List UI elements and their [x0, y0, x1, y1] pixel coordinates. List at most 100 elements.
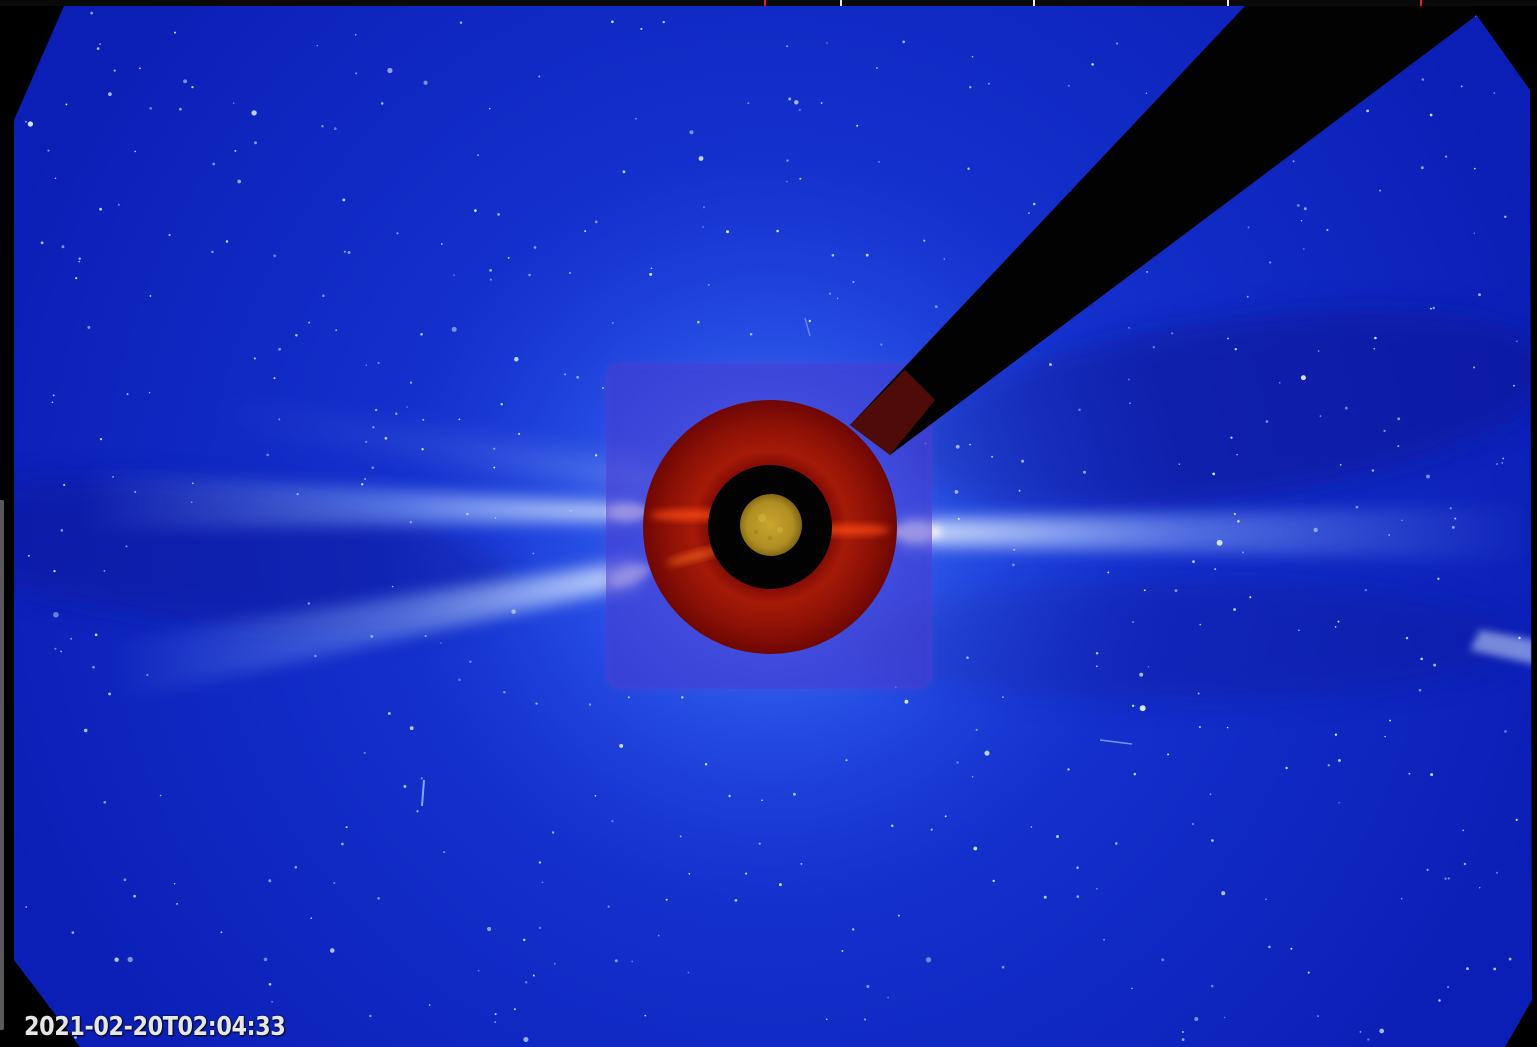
- star: [524, 981, 528, 984]
- star: [681, 696, 684, 699]
- star: [477, 154, 479, 156]
- star: [168, 233, 171, 237]
- timeline-tick: [1033, 0, 1035, 6]
- star: [650, 267, 653, 270]
- star: [503, 691, 506, 694]
- star: [469, 660, 472, 663]
- star: [611, 20, 614, 24]
- star: [541, 881, 544, 884]
- star: [380, 102, 384, 105]
- panel-resize-handle[interactable]: [0, 500, 4, 1030]
- star: [146, 674, 149, 677]
- star: [65, 103, 68, 106]
- star: [808, 319, 811, 323]
- star: [1230, 436, 1233, 439]
- star: [1265, 898, 1267, 901]
- star: [728, 794, 731, 798]
- star: [25, 906, 28, 908]
- star: [1451, 526, 1455, 529]
- star: [532, 552, 535, 555]
- star: [1223, 1016, 1226, 1019]
- star: [1495, 871, 1499, 874]
- star: [1374, 336, 1377, 340]
- star: [576, 375, 580, 379]
- star: [459, 21, 463, 24]
- star: [416, 810, 419, 813]
- star: [602, 387, 604, 389]
- star: [251, 110, 257, 116]
- star: [973, 846, 978, 851]
- star: [489, 278, 492, 281]
- star: [1233, 608, 1237, 611]
- star: [507, 256, 510, 259]
- star: [52, 394, 55, 397]
- star: [63, 483, 66, 487]
- star: [335, 329, 337, 331]
- frame-timeline[interactable]: [0, 0, 1537, 6]
- star: [864, 1018, 866, 1021]
- star: [409, 381, 413, 384]
- star: [1366, 109, 1369, 113]
- star: [1076, 895, 1080, 898]
- star: [1379, 189, 1382, 192]
- star: [992, 879, 995, 883]
- star: [554, 962, 556, 965]
- star: [474, 209, 477, 212]
- star: [133, 894, 137, 898]
- star: [192, 482, 194, 485]
- star: [1128, 326, 1130, 329]
- star: [330, 948, 335, 953]
- star: [1234, 348, 1237, 351]
- star: [1462, 829, 1465, 832]
- star: [820, 102, 823, 104]
- star: [1420, 657, 1423, 661]
- star: [607, 905, 610, 908]
- star: [308, 321, 311, 324]
- star: [865, 253, 869, 257]
- star: [1326, 228, 1329, 232]
- star: [1359, 1031, 1362, 1033]
- cosmic-ray-streak: [804, 317, 811, 337]
- star: [307, 602, 311, 605]
- star: [1303, 248, 1305, 250]
- star: [1426, 868, 1429, 871]
- star: [1430, 307, 1432, 310]
- star: [51, 401, 54, 404]
- star: [387, 67, 393, 74]
- star: [1152, 346, 1155, 349]
- star: [220, 931, 223, 934]
- star: [387, 712, 391, 715]
- star: [458, 678, 461, 682]
- star: [1418, 688, 1422, 692]
- star: [975, 728, 978, 732]
- star: [828, 292, 832, 295]
- sun-surface-texture: [754, 514, 783, 541]
- star: [657, 934, 660, 937]
- star: [477, 969, 480, 972]
- star: [1216, 539, 1223, 546]
- star: [702, 206, 706, 209]
- star: [1210, 984, 1214, 988]
- star: [1002, 696, 1004, 698]
- star: [54, 177, 57, 180]
- star: [923, 239, 926, 242]
- star: [424, 635, 427, 638]
- star: [799, 177, 802, 180]
- star: [1317, 1015, 1319, 1018]
- star: [665, 898, 668, 901]
- star: [955, 444, 960, 449]
- star: [852, 280, 855, 284]
- star: [395, 412, 398, 415]
- star: [487, 926, 492, 932]
- star: [296, 493, 299, 496]
- star: [1131, 987, 1133, 990]
- star: [1227, 337, 1229, 340]
- star: [688, 872, 691, 875]
- star: [1091, 63, 1094, 66]
- star: [1319, 415, 1322, 417]
- star: [423, 80, 428, 85]
- star: [451, 326, 457, 332]
- star: [363, 751, 366, 754]
- star: [1473, 167, 1476, 170]
